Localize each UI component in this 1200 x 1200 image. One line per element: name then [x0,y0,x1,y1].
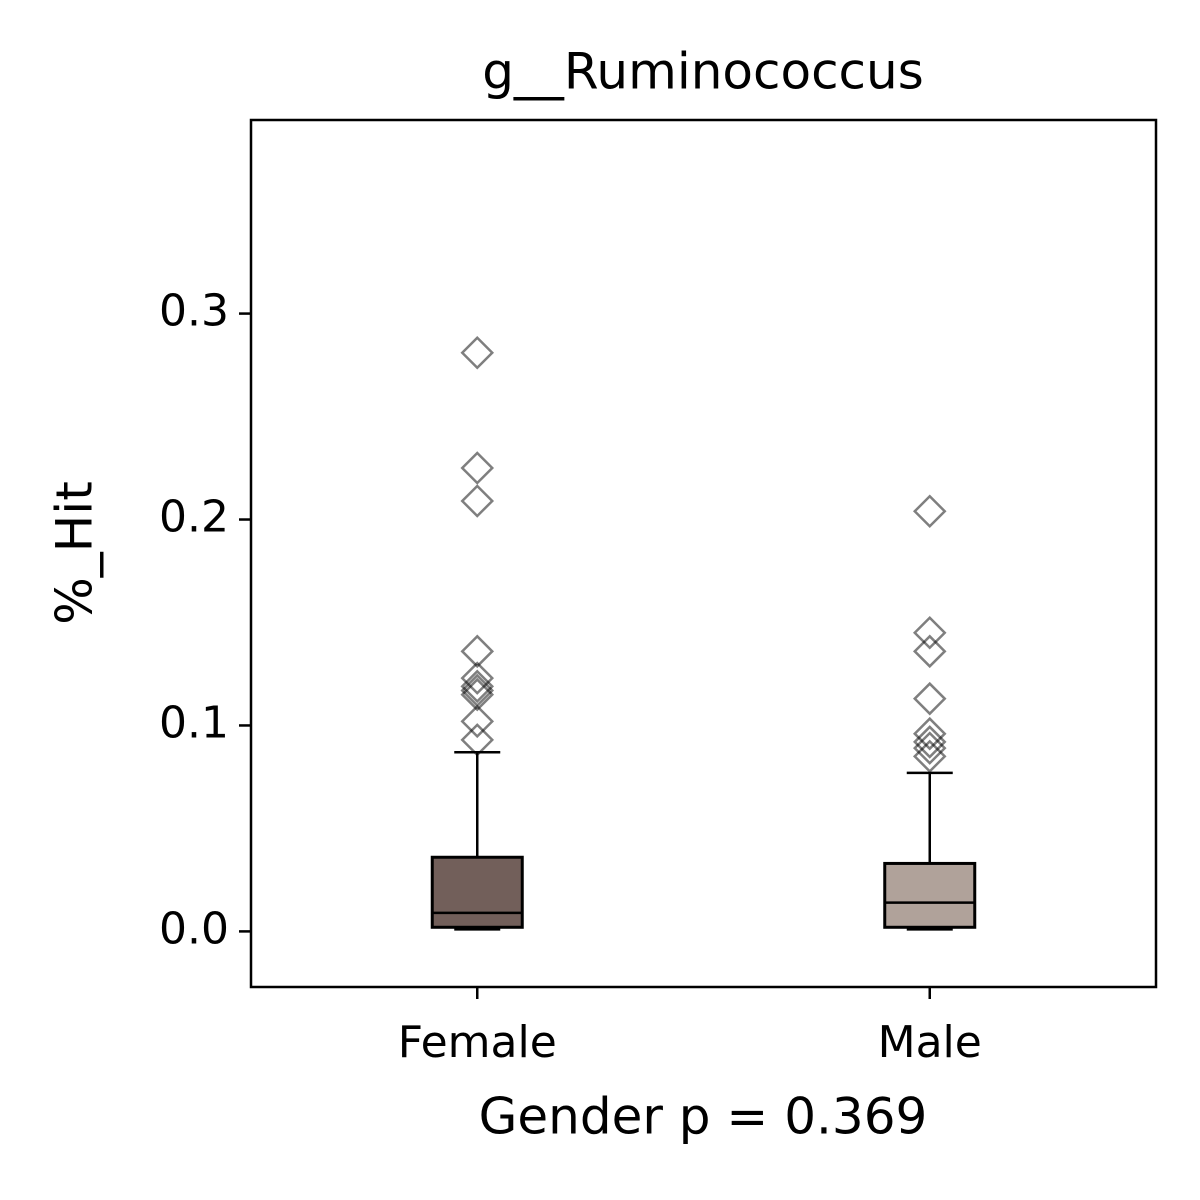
y-tick-label: 0.0 [159,903,229,954]
outlier [912,716,947,751]
outlier [460,669,495,704]
outlier [912,616,947,650]
outlier [460,661,495,695]
y-axis-label: %_Hit [46,481,104,625]
x-axis-label: Gender p = 0.369 [479,1088,928,1146]
outlier [912,634,947,669]
plot-frame [249,118,1158,989]
box [430,855,524,929]
outlier [912,494,947,529]
outlier [912,681,947,716]
outlier [460,484,495,518]
outlier [460,451,495,485]
outlier [912,731,947,765]
outlier [460,723,495,757]
outlier [912,725,947,759]
y-tick-label: 0.1 [159,697,229,748]
chart-title: g__Ruminococcus [482,43,924,101]
outlier [912,739,947,774]
outlier [460,634,495,669]
outlier [460,677,495,712]
outlier [460,704,495,739]
y-tick-label: 0.2 [159,492,229,543]
box [883,861,977,929]
x-tick-label: Male [878,1017,982,1068]
y-tick-label: 0.3 [159,286,229,337]
x-tick-label: Female [398,1017,557,1068]
outlier [460,335,495,370]
